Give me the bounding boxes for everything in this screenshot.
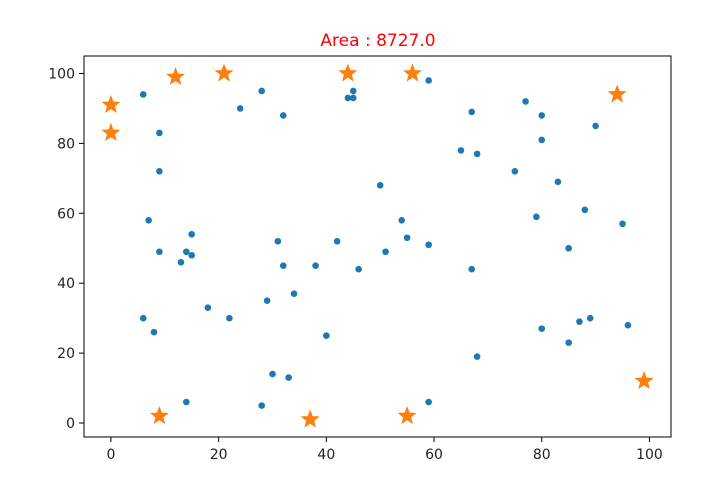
- star-point: [402, 63, 423, 82]
- scatter-point: [279, 262, 287, 270]
- scatter-point: [333, 237, 341, 245]
- scatter-point: [468, 108, 476, 116]
- scatter-point: [263, 297, 271, 304]
- scatter-point: [188, 251, 196, 259]
- scatter-point: [425, 398, 432, 406]
- star-point: [166, 66, 186, 86]
- x-tick-label: 20: [210, 447, 228, 463]
- scatter-point: [511, 168, 519, 175]
- scatter-point: [382, 248, 389, 256]
- scatter-point: [565, 244, 572, 252]
- scatter-point: [576, 318, 583, 325]
- x-tick-label: 80: [533, 447, 551, 463]
- x-axis: 0 20 40 60 80 100: [106, 437, 663, 463]
- scatter-point: [554, 178, 562, 186]
- scatter-point: [258, 87, 266, 95]
- scatter-point: [156, 248, 163, 256]
- scatter-point: [204, 304, 212, 311]
- series-layer: [101, 63, 654, 428]
- scatter-point: [139, 314, 147, 322]
- scatter-point: [538, 112, 546, 119]
- scatter-point: [403, 234, 411, 242]
- scatter-point: [376, 182, 384, 189]
- star-point: [214, 63, 234, 82]
- scatter-point: [312, 262, 319, 270]
- y-tick-label: 20: [57, 346, 75, 362]
- star-point: [634, 371, 654, 390]
- scatter-point: [468, 265, 476, 273]
- scatter-point: [398, 216, 406, 224]
- scatter-point: [533, 213, 540, 221]
- scatter-point: [183, 248, 190, 256]
- star-point: [397, 406, 417, 425]
- scatter-point: [349, 94, 357, 102]
- scatter-point: [349, 87, 357, 95]
- x-tick-label: 40: [317, 447, 335, 463]
- star-point: [101, 94, 121, 114]
- scatter-point: [586, 314, 594, 322]
- scatter-point: [188, 230, 196, 238]
- scatter-point: [226, 314, 233, 322]
- scatter-point: [150, 328, 158, 336]
- y-tick-label: 100: [48, 66, 75, 82]
- scatter-point: [538, 325, 546, 332]
- scatter-point: [285, 374, 292, 381]
- scatter-point: [323, 332, 330, 339]
- y-tick-label: 40: [57, 276, 75, 292]
- scatter-point: [344, 94, 352, 102]
- x-tick-label: 60: [425, 447, 443, 463]
- scatter-point: [236, 105, 244, 112]
- scatter-point: [425, 77, 432, 84]
- star-point: [149, 406, 169, 425]
- star-point: [338, 63, 358, 82]
- scatter-point: [274, 237, 282, 245]
- scatter-point: [457, 147, 465, 154]
- scatter-point: [279, 112, 287, 119]
- scatter-point: [355, 265, 362, 273]
- scatter-point: [145, 216, 152, 224]
- plot-frame: [83, 55, 672, 438]
- scatter-point: [290, 290, 298, 297]
- y-tick-label: 60: [57, 206, 75, 222]
- scatter-point: [522, 98, 529, 105]
- x-tick-label: 0: [106, 447, 115, 463]
- chart-title: Area : 8727.0: [320, 31, 435, 51]
- scatter-point: [592, 122, 599, 130]
- scatter-point: [581, 206, 589, 214]
- star-point: [607, 84, 627, 103]
- scatter-point: [619, 220, 626, 228]
- scatter-point: [565, 339, 572, 346]
- x-tick-label: 100: [636, 447, 663, 463]
- scatter-point: [473, 353, 481, 360]
- scatter-point: [473, 150, 481, 158]
- y-tick-label: 80: [57, 136, 75, 152]
- scatter-point: [538, 136, 546, 144]
- scatter-point: [425, 241, 432, 249]
- y-axis: 0 20 40 60 80 100: [48, 66, 84, 432]
- scatter-point: [624, 321, 632, 329]
- star-point: [101, 122, 121, 141]
- scatter-point: [258, 402, 266, 409]
- scatter-point: [177, 258, 185, 266]
- scatter-point: [269, 370, 276, 378]
- scatter-point: [156, 129, 163, 137]
- scatter-point: [183, 398, 190, 406]
- scatter-point: [156, 168, 163, 175]
- star-point: [300, 409, 320, 428]
- y-tick-label: 0: [66, 416, 75, 432]
- scatter-point: [139, 91, 147, 98]
